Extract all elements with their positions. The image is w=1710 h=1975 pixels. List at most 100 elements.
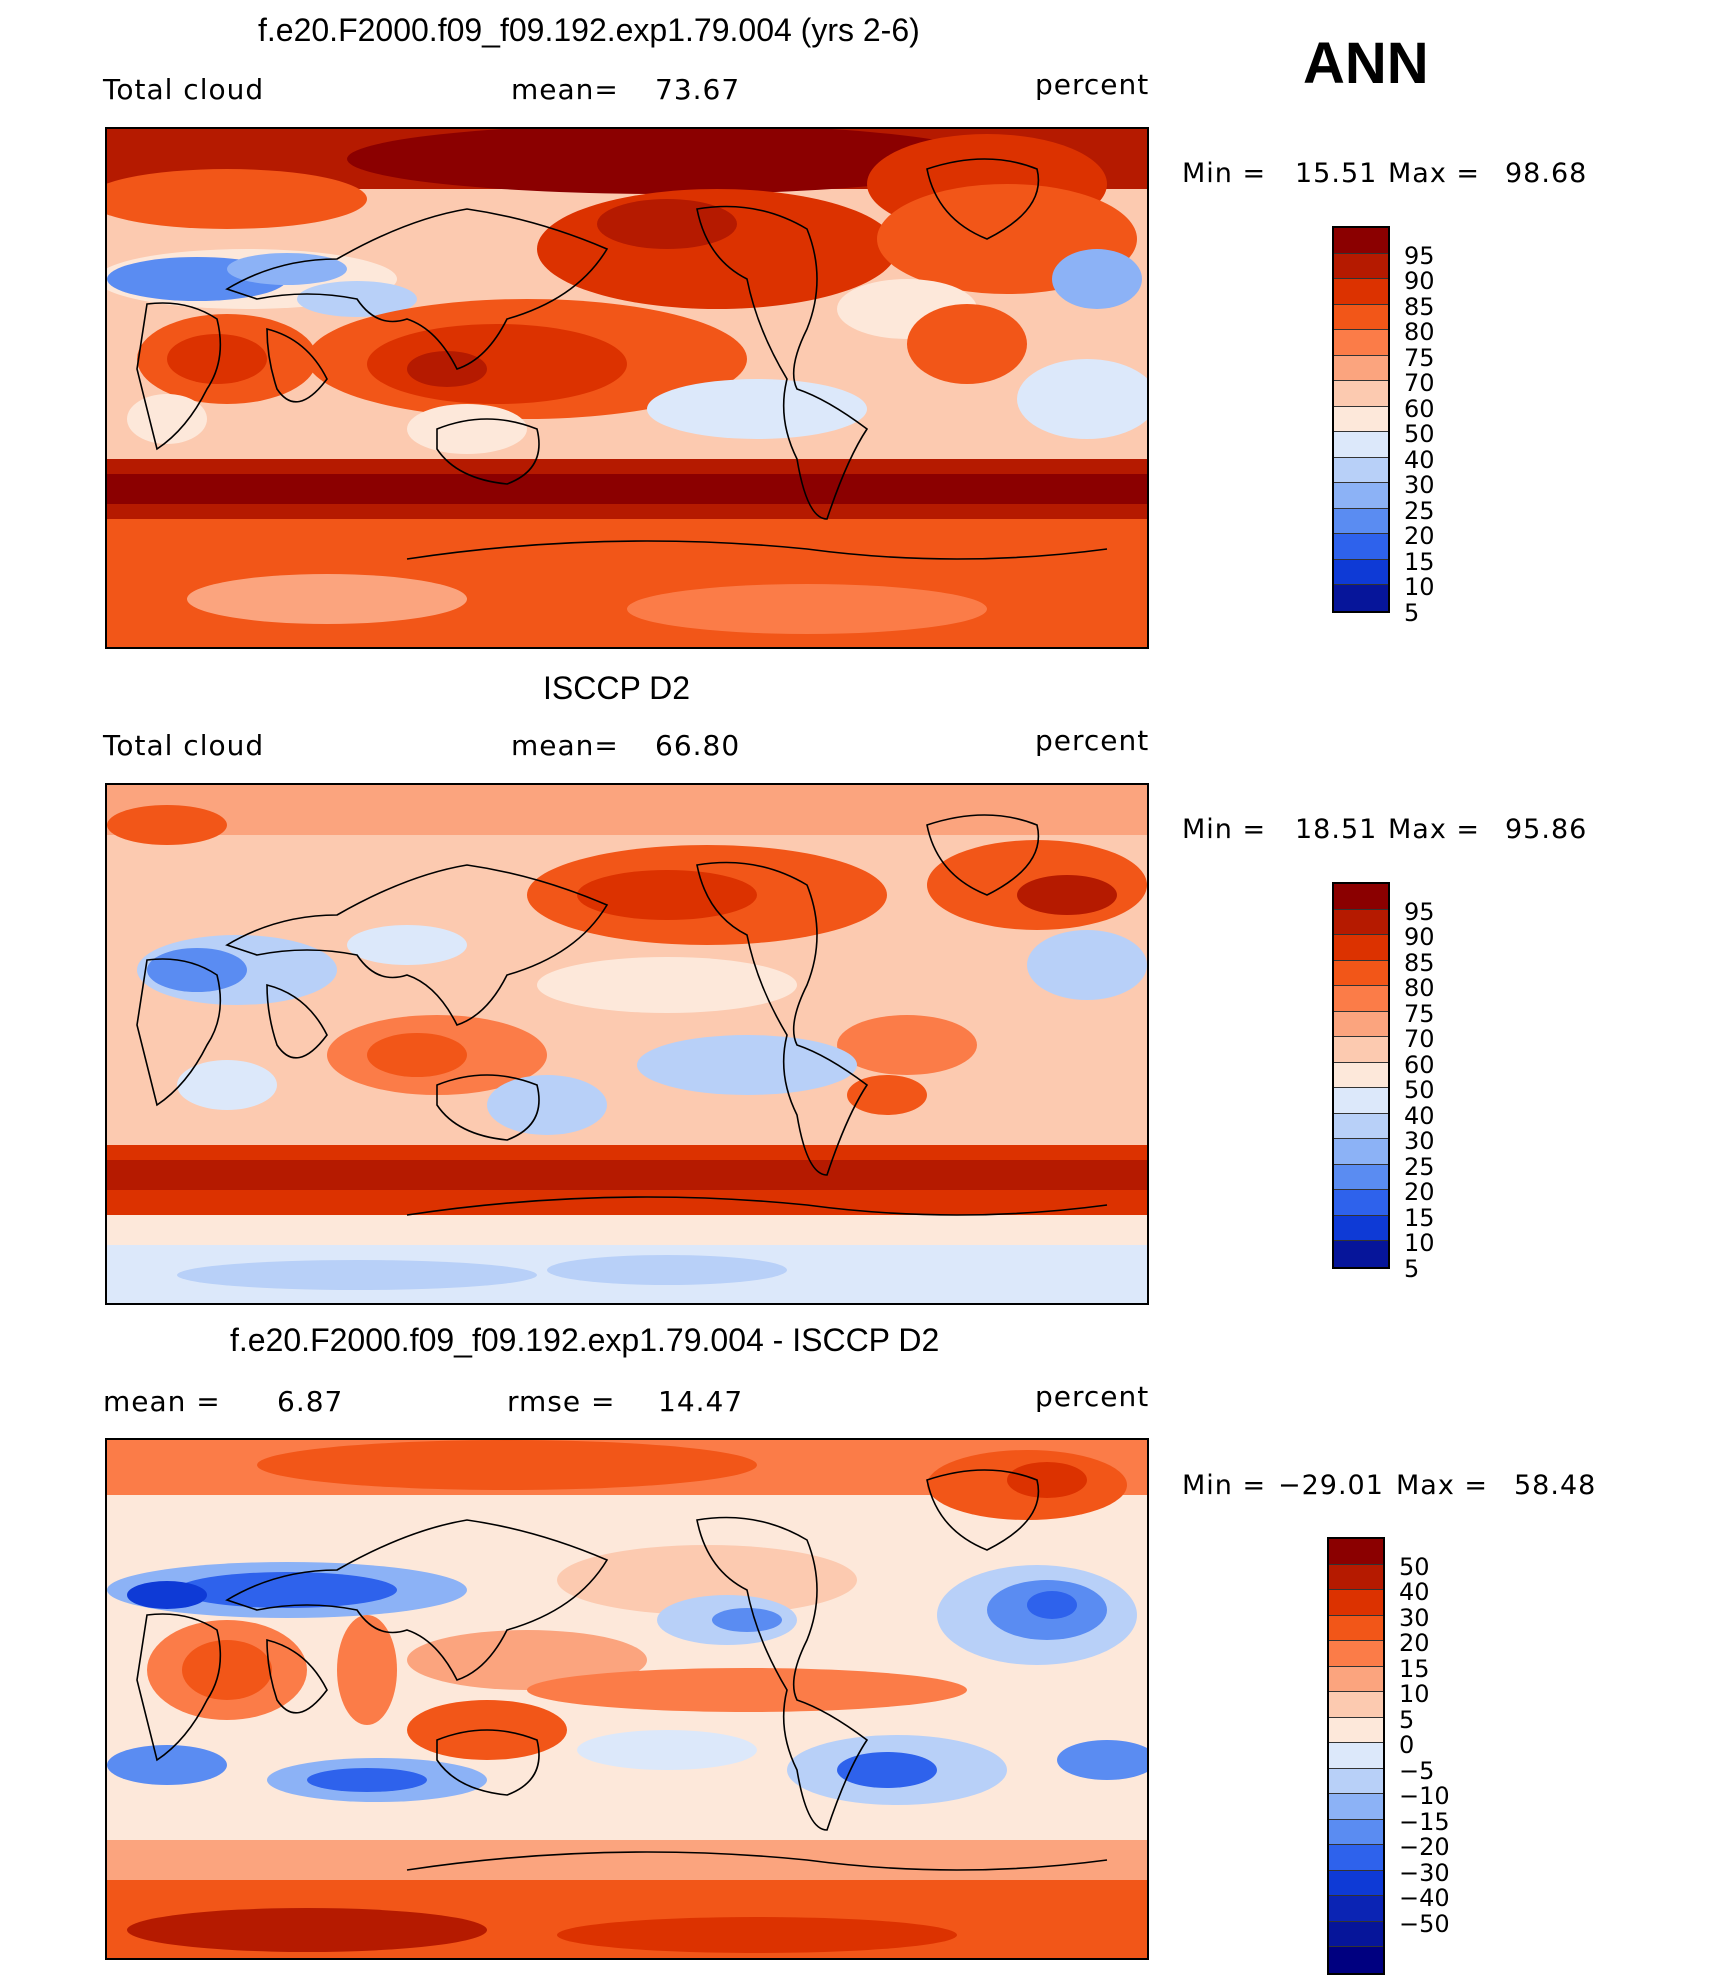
colorbar-box bbox=[1334, 884, 1388, 910]
colorbar-box bbox=[1334, 406, 1388, 432]
units-label: percent bbox=[1035, 724, 1150, 757]
colorbar-tick-label: 30 bbox=[1399, 1603, 1430, 1632]
colorbar-tick-label: 10 bbox=[1404, 1229, 1435, 1257]
panel-title: f.e20.F2000.f09_f09.192.exp1.79.004 - IS… bbox=[230, 1322, 940, 1358]
colorbar-tick-label: 75 bbox=[1404, 343, 1435, 372]
mean-label: mean= bbox=[511, 729, 619, 762]
colorbar-tick-label: 20 bbox=[1404, 1178, 1435, 1206]
max-value: 58.48 bbox=[1514, 1470, 1597, 1501]
colorbar-box bbox=[1334, 986, 1388, 1012]
colorbar-tick-label: 15 bbox=[1404, 547, 1435, 576]
rmse-label: rmse = bbox=[507, 1385, 616, 1418]
colorbar-tick-label: 75 bbox=[1404, 999, 1435, 1028]
colorbar-box bbox=[1334, 508, 1388, 534]
colorbar-tick-label: 80 bbox=[1404, 318, 1435, 346]
colorbar-box bbox=[1334, 1113, 1388, 1139]
colorbar-tick-label: 85 bbox=[1404, 292, 1435, 321]
colorbar-tick-label: 95 bbox=[1404, 897, 1435, 926]
colorbar-tick-label: 10 bbox=[1404, 573, 1435, 601]
variable-label: Total cloud bbox=[103, 73, 265, 106]
colorbar-tick-label: 70 bbox=[1404, 369, 1435, 397]
colorbar-box bbox=[1334, 279, 1388, 305]
min-label: Min = bbox=[1182, 814, 1267, 845]
colorbar-tick-label: 25 bbox=[1404, 1152, 1435, 1181]
colorbar-box bbox=[1334, 1164, 1388, 1190]
colorbar-box bbox=[1329, 1717, 1383, 1743]
colorbar-tick-label: 50 bbox=[1404, 1076, 1435, 1104]
colorbar-tick-label: −40 bbox=[1399, 1884, 1450, 1912]
colorbar-box bbox=[1334, 559, 1388, 585]
colorbar-tick-label: 5 bbox=[1399, 1705, 1415, 1734]
colorbar-box bbox=[1334, 253, 1388, 279]
colorbar-box bbox=[1329, 1615, 1383, 1641]
colorbar-tick-label: 15 bbox=[1404, 1203, 1435, 1232]
colorbar-box bbox=[1334, 432, 1388, 458]
colorbar-box bbox=[1334, 909, 1388, 935]
colorbar-tick-label: 90 bbox=[1404, 267, 1435, 295]
colorbar-tick-label: 30 bbox=[1404, 471, 1435, 499]
colorbar-box bbox=[1329, 1921, 1383, 1947]
colorbar-box bbox=[1329, 1947, 1383, 1973]
colorbar-box bbox=[1334, 228, 1388, 254]
units-label: percent bbox=[1035, 68, 1150, 101]
colorbar-box bbox=[1329, 1641, 1383, 1667]
colorbar-tick-label: −50 bbox=[1399, 1909, 1450, 1938]
colorbar-box bbox=[1329, 1666, 1383, 1692]
colorbar-box bbox=[1334, 457, 1388, 483]
panel-title: ISCCP D2 bbox=[543, 670, 691, 706]
colorbar-tick-label: 90 bbox=[1404, 923, 1435, 951]
colorbar-tick-label: 20 bbox=[1399, 1629, 1430, 1657]
mean-label: mean= bbox=[511, 73, 619, 106]
mean-label: mean = bbox=[103, 1385, 221, 1418]
colorbar-tick-label: 80 bbox=[1404, 974, 1435, 1002]
colorbar-tick-label: 60 bbox=[1404, 394, 1435, 423]
min-value: −29.01 bbox=[1278, 1470, 1384, 1501]
colorbar-tick-label: 40 bbox=[1399, 1578, 1430, 1606]
colorbar-box bbox=[1329, 1743, 1383, 1769]
max-label: Max = bbox=[1388, 158, 1481, 189]
colorbar-tick-label: 10 bbox=[1399, 1680, 1430, 1708]
colorbar-box bbox=[1334, 355, 1388, 381]
colorbar-box bbox=[1334, 935, 1388, 961]
colorbar-box bbox=[1334, 534, 1388, 560]
colorbar-tick-label: 60 bbox=[1404, 1050, 1435, 1079]
mean-value: 6.87 bbox=[277, 1385, 344, 1418]
season-label: ANN bbox=[1303, 31, 1429, 96]
colorbar-box bbox=[1334, 1011, 1388, 1037]
mean-value: 73.67 bbox=[655, 73, 741, 106]
colorbar-box bbox=[1334, 1241, 1388, 1267]
colorbar-tick-label: 5 bbox=[1404, 598, 1420, 627]
map-model-total-cloud bbox=[105, 127, 1149, 649]
max-value: 95.86 bbox=[1505, 814, 1588, 845]
map-difference-total-cloud bbox=[105, 1438, 1149, 1960]
colorbar-box bbox=[1334, 1190, 1388, 1216]
colorbar-tick-label: 30 bbox=[1404, 1127, 1435, 1155]
colorbar-tick-label: −20 bbox=[1399, 1833, 1450, 1861]
colorbar-tick-label: 0 bbox=[1399, 1731, 1415, 1759]
colorbar-box bbox=[1329, 1692, 1383, 1718]
variable-label: Total cloud bbox=[103, 729, 265, 762]
max-value: 98.68 bbox=[1505, 158, 1588, 189]
min-label: Min = bbox=[1182, 1470, 1267, 1501]
mean-value: 66.80 bbox=[655, 729, 741, 762]
units-label: percent bbox=[1035, 1380, 1150, 1413]
colorbar-tick-label: 50 bbox=[1399, 1552, 1430, 1581]
max-label: Max = bbox=[1388, 814, 1481, 845]
colorbar-tick-label: 20 bbox=[1404, 522, 1435, 550]
colorbar-box bbox=[1329, 1794, 1383, 1820]
colorbar-tick-label: −30 bbox=[1399, 1858, 1450, 1887]
colorbar-box bbox=[1329, 1539, 1383, 1565]
colorbar bbox=[1332, 226, 1390, 613]
colorbar-box bbox=[1329, 1819, 1383, 1845]
min-value: 18.51 bbox=[1295, 814, 1378, 845]
colorbar-box bbox=[1334, 1088, 1388, 1114]
colorbar-tick-label: 40 bbox=[1404, 1101, 1435, 1130]
colorbar-box bbox=[1334, 381, 1388, 407]
colorbar-box bbox=[1329, 1590, 1383, 1616]
colorbar-box bbox=[1329, 1845, 1383, 1871]
colorbar bbox=[1327, 1537, 1385, 1975]
colorbar-box bbox=[1334, 1062, 1388, 1088]
panel-title: f.e20.F2000.f09_f09.192.exp1.79.004 (yrs… bbox=[258, 12, 920, 48]
colorbar-tick-label: 40 bbox=[1404, 445, 1435, 474]
colorbar-box bbox=[1334, 1215, 1388, 1241]
